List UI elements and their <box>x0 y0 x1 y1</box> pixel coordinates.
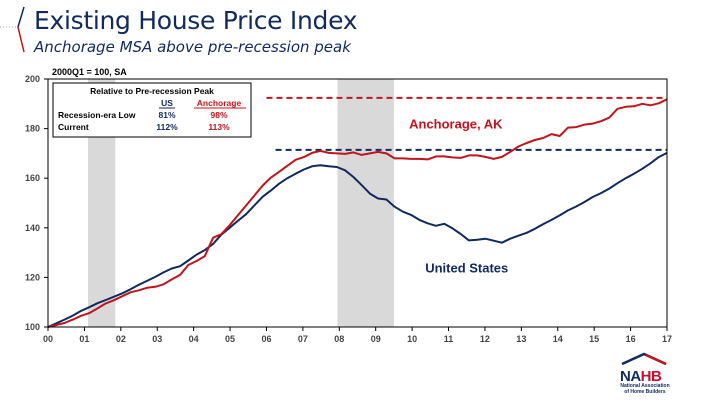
inset-row-us-value: 81% <box>158 110 175 120</box>
series-lines <box>47 98 668 328</box>
x-tick-label: 06 <box>261 334 271 344</box>
logo-line2: of Home Builders <box>624 389 666 395</box>
logo-subtext: National Association of Home Builders <box>617 383 673 395</box>
axes: 100 120 140 160 180 200 00 01 02 03 04 05 06 07 08 09 10… <box>25 74 672 344</box>
recession-band <box>337 79 394 327</box>
y-tick-label: 140 <box>25 223 40 233</box>
x-tick-label: 14 <box>553 334 563 344</box>
series-label: Anchorage, AK <box>409 117 503 132</box>
x-tick-label: 00 <box>43 334 53 344</box>
inset-row-us-value: 112% <box>156 122 178 132</box>
logo-hb: HB <box>640 368 662 385</box>
y-tick-label: 120 <box>25 272 40 282</box>
inset-row-label: Recession-era Low <box>58 110 136 120</box>
reference-lines <box>266 96 667 151</box>
inset-row-label: Current <box>58 122 89 132</box>
x-tick-label: 13 <box>516 334 526 344</box>
series-annotations: Anchorage, AK United States <box>409 117 508 276</box>
y-tick-label: 180 <box>25 124 40 134</box>
logo-na: NA <box>620 368 641 385</box>
inset-col-us: US <box>161 98 173 108</box>
x-tick-label: 05 <box>225 334 235 344</box>
logo-line1: National Association <box>620 383 670 389</box>
x-tick-label: 15 <box>589 334 599 344</box>
series-line-united-states <box>47 152 668 328</box>
plot-frame <box>47 78 668 328</box>
x-tick-label: 03 <box>152 334 162 344</box>
series-label: United States <box>425 260 508 275</box>
x-tick-label: 16 <box>626 334 636 344</box>
x-tick-label: 02 <box>116 334 126 344</box>
series-line-anchorage-ak <box>47 98 668 328</box>
nahb-logo-roof-icon <box>621 352 667 366</box>
y-tick-label: 100 <box>25 322 40 332</box>
x-tick-label: 07 <box>298 334 308 344</box>
inset-row-anchorage-value: 98% <box>210 110 227 120</box>
nahb-logo: NAHB <box>620 368 662 385</box>
unit-note: 2000Q1 = 100, SA <box>52 67 127 77</box>
page-subtitle: Anchorage MSA above pre-recession peak <box>34 38 351 56</box>
inset-table-border <box>52 82 252 138</box>
inset-table: Relative to Pre-recession Peak US Anchor… <box>52 82 252 138</box>
x-tick-label: 09 <box>371 334 381 344</box>
x-tick-label: 12 <box>480 334 490 344</box>
y-tick-label: 160 <box>25 173 40 183</box>
inset-col-anchorage: Anchorage <box>197 98 242 108</box>
x-tick-label: 08 <box>334 334 344 344</box>
inset-table-title: Relative to Pre-recession Peak <box>90 86 214 96</box>
x-tick-label: 04 <box>189 334 199 344</box>
inset-row-anchorage-value: 113% <box>208 122 230 132</box>
page-title: Existing House Price Index <box>34 6 358 35</box>
x-tick-label: 11 <box>444 334 454 344</box>
x-tick-label: 01 <box>79 334 89 344</box>
title-accent-mark <box>0 6 25 53</box>
y-tick-label: 200 <box>25 74 40 84</box>
x-tick-label: 10 <box>407 334 417 344</box>
x-tick-label: 17 <box>662 334 672 344</box>
